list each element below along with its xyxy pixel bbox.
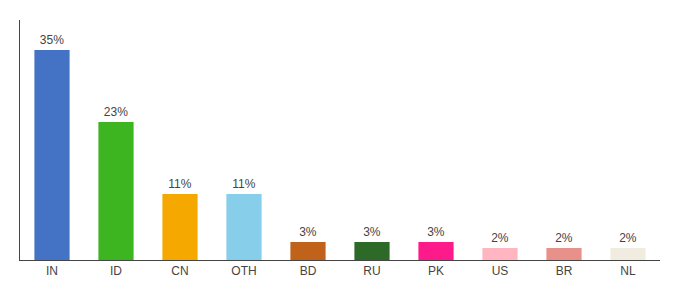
svg-text:ID: ID xyxy=(110,264,122,278)
svg-text:NL: NL xyxy=(620,264,636,278)
svg-text:2%: 2% xyxy=(491,231,509,245)
svg-text:BD: BD xyxy=(300,264,317,278)
svg-text:35%: 35% xyxy=(40,33,64,47)
svg-text:PK: PK xyxy=(428,264,444,278)
svg-text:US: US xyxy=(492,264,509,278)
svg-text:2%: 2% xyxy=(555,231,573,245)
svg-text:OTH: OTH xyxy=(231,264,256,278)
svg-text:3%: 3% xyxy=(299,225,317,239)
svg-text:3%: 3% xyxy=(427,225,445,239)
svg-text:11%: 11% xyxy=(232,177,255,191)
svg-text:RU: RU xyxy=(363,264,380,278)
svg-text:CN: CN xyxy=(171,264,188,278)
svg-text:23%: 23% xyxy=(104,105,128,119)
svg-text:11%: 11% xyxy=(168,177,191,191)
svg-text:2%: 2% xyxy=(619,231,637,245)
svg-text:3%: 3% xyxy=(363,225,381,239)
svg-text:BR: BR xyxy=(556,264,573,278)
svg-text:IN: IN xyxy=(46,264,58,278)
